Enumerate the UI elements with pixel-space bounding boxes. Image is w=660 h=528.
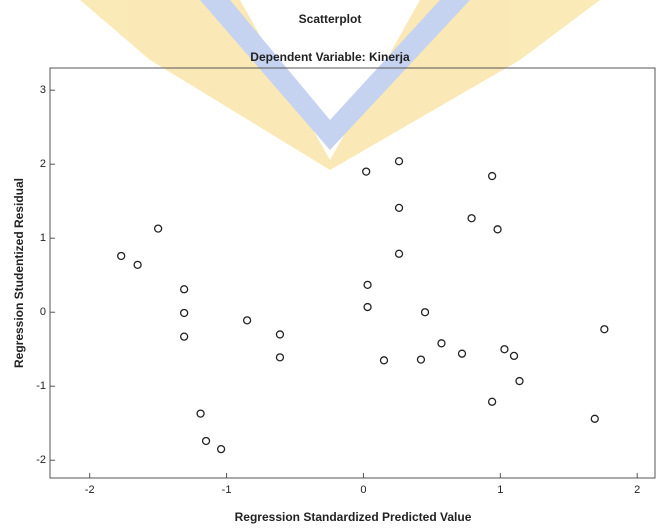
point [511,352,518,359]
point [516,378,523,385]
point [591,415,598,422]
point [181,309,188,316]
point [396,250,403,257]
chart: Scatterplot Dependent Variable: Kinerja … [0,0,660,528]
point [396,204,403,211]
point [489,173,496,180]
chart-title: Scatterplot [299,12,362,26]
point [380,357,387,364]
point [155,225,162,232]
point [134,261,141,268]
point [494,226,501,233]
point [181,286,188,293]
point [468,215,475,222]
y-axis-label: Regression Studentized Residual [12,178,26,368]
y-tick-label: 2 [40,158,46,170]
point [489,398,496,405]
point [396,158,403,165]
point [417,356,424,363]
y-tick-label: 3 [40,84,46,96]
point [197,410,204,417]
x-tick-label: 2 [634,484,640,496]
point [364,281,371,288]
chart-subtitle: Dependent Variable: Kinerja [250,50,410,64]
y-tick-label: -2 [36,454,46,466]
x-tick-label: 0 [360,484,366,496]
y-tick-label: 0 [40,306,46,318]
point [276,331,283,338]
x-tick-label: -1 [222,484,232,496]
point [181,333,188,340]
point [118,252,125,259]
y-tick-label: -1 [36,380,46,392]
x-tick-label: 1 [497,484,503,496]
point [218,446,225,453]
point [276,354,283,361]
point [203,437,210,444]
point [364,304,371,311]
y-tick-label: 1 [40,232,46,244]
point [363,168,370,175]
point [244,317,251,324]
point [459,350,466,357]
point [501,346,508,353]
point [438,340,445,347]
point [422,309,429,316]
x-axis-label: Regression Standardized Predicted Value [235,510,472,524]
x-tick-label: -2 [85,484,95,496]
point [601,326,608,333]
